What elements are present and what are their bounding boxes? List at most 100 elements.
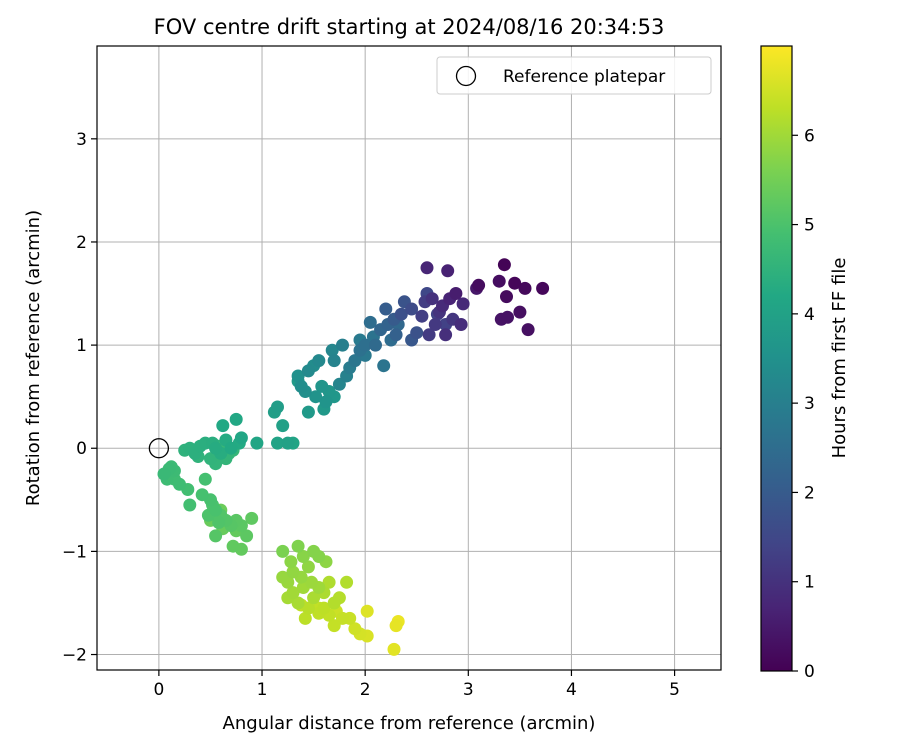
colorbar-tick-label: 6 [804,126,815,146]
scatter-point [309,390,323,404]
x-tick-label: 2 [360,680,371,700]
scatter-point [439,328,453,342]
scatter-point [425,292,439,306]
legend-label: Reference platepar [503,67,665,87]
scatter-point [500,290,513,304]
scatter-point [305,575,318,589]
scatter-point [276,419,290,433]
scatter-point [195,488,209,502]
colorbar-tick-label: 2 [804,483,815,503]
scatter-point [420,261,434,275]
scatter-point [157,467,171,481]
scatter-point [250,436,264,450]
scatter-point [389,328,403,342]
scatter-point [348,622,362,636]
scatter-point [276,544,290,558]
colorbar-label: Hours from first FF file [829,258,850,459]
scatter-point [327,354,341,368]
scatter-point [456,297,470,311]
scatter-point [410,326,424,340]
scatter-point [492,274,506,288]
scatter-point [298,611,312,625]
scatter-point [307,544,321,558]
scatter-point [296,550,310,563]
scatter-point [319,395,333,409]
scatter-point [307,591,321,605]
scatter-point [363,315,377,329]
scatter-point [325,343,339,357]
scatter-point [327,619,341,633]
chart-title: FOV centre drift starting at 2024/08/16 … [154,15,665,39]
scatter-point [497,258,511,272]
x-tick-label: 4 [566,680,577,700]
scatter-point [234,431,248,445]
scatter-point [291,539,305,553]
grid [97,46,721,670]
colorbar-tick-label: 3 [804,394,815,414]
scatter-point [224,441,238,455]
scatter-point [536,281,550,295]
scatter-point [301,601,315,615]
scatter-point [454,318,468,331]
y-tick-label: 0 [76,439,87,459]
scatter-point [315,379,329,393]
x-tick-label: 5 [669,680,680,700]
scatter-point [284,555,298,569]
scatter-point [281,436,295,450]
colorbar: 0 1 2 3 4 5 6 Hours from first FF file [760,45,850,682]
y-axis-label: Rotation from reference (arcmin) [23,210,44,506]
x-tick-label: 1 [257,680,268,700]
x-axis-label: Angular distance from reference (arcmin) [223,713,596,734]
colorbar-tick-label: 1 [804,573,815,593]
scatter-point [301,364,315,378]
x-axis-ticks: 0 1 2 3 4 5 [153,670,680,700]
scatter-point [291,596,305,610]
scatter-point [348,354,362,368]
scatter-point [521,323,535,337]
scatter-point [379,302,393,316]
scatter-point [301,405,315,419]
legend-marker-icon [455,65,477,87]
x-tick-label: 3 [463,680,474,700]
scatter-point [508,276,522,290]
colorbar-gradient [761,46,792,671]
reference-platepar-marker [148,438,170,459]
scatter-point [472,278,486,292]
scatter-point [518,281,532,295]
scatter-point [387,642,401,656]
scatter-point [322,575,336,589]
legend-box [436,56,712,95]
reference-marker-layer [148,438,170,459]
y-axis-ticks: −2 −1 0 1 2 3 [62,130,97,666]
scatter-point [340,575,354,589]
scatter-point [204,452,217,466]
scatter-point [276,570,290,584]
scatter-point [291,369,305,383]
scatter-point [358,338,372,352]
scatter-point [216,419,230,433]
scatter-point [286,565,300,579]
scatter-point [513,305,527,319]
scatter-point [209,529,223,543]
scatter-point [271,400,284,414]
scatter-point [286,586,300,600]
scatter-point [240,529,254,543]
scatter-point [405,302,419,316]
y-tick-label: 3 [76,130,87,150]
scatter-point [294,379,308,393]
colorbar-tick-label: 0 [804,662,815,682]
scatter-point [389,619,403,633]
scatter-point [271,436,284,450]
scatter-point [394,307,408,321]
x-tick-label: 0 [153,680,164,700]
scatter-point [209,441,223,455]
colorbar-frame [760,45,793,672]
scatter-point [336,338,349,352]
scatter-point [369,338,382,352]
scatter-point [441,264,455,278]
y-tick-label: −2 [62,646,87,666]
colorbar-tick-label: 5 [804,216,815,236]
scatter-point [501,310,514,324]
